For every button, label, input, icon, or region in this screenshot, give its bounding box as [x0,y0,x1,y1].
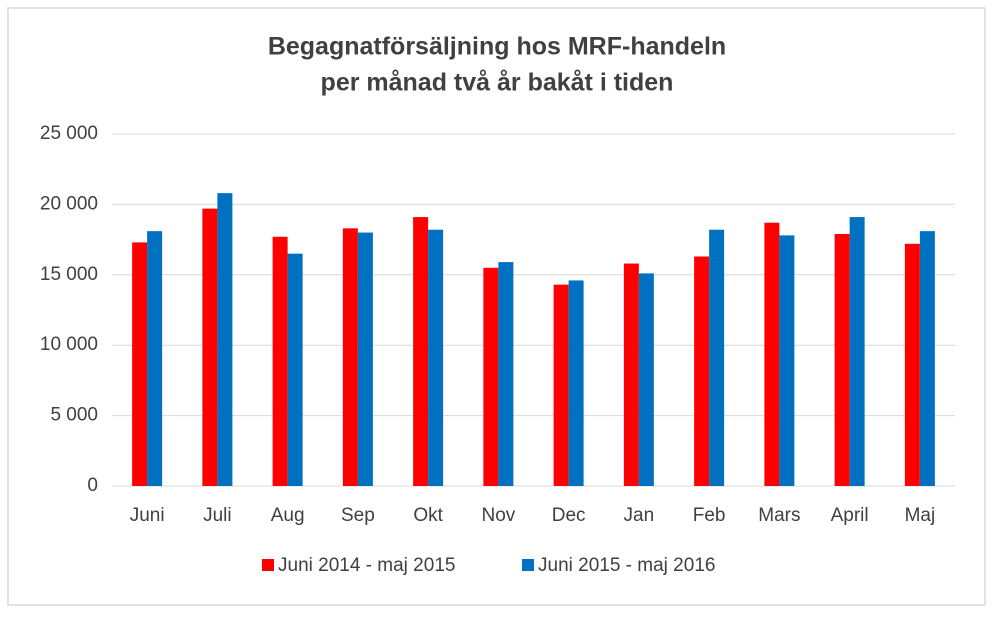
bar [553,284,569,486]
x-tick-label: Juli [203,505,232,526]
bar [849,217,865,486]
chart-title: Begagnatförsäljning hos MRF-handeln [268,33,726,61]
legend-swatch [262,559,274,571]
x-tick-label: Feb [693,505,726,526]
x-tick-label: Okt [413,505,443,526]
x-tick-label: Jan [624,505,655,526]
y-tick-label: 25 000 [40,123,98,144]
bar [568,280,584,486]
legend-label: Juni 2015 - maj 2016 [538,555,715,576]
bar [498,262,514,486]
x-tick-label: Mars [758,505,800,526]
bar [202,208,218,486]
x-tick-label: Dec [552,505,586,526]
y-tick-label: 0 [87,475,98,496]
bar [779,235,795,486]
bar [147,231,163,486]
x-tick-label: Maj [905,505,936,526]
bar [272,236,288,486]
legend-swatch [522,559,534,571]
bar [483,267,499,486]
x-tick-label: Nov [481,505,515,526]
bar [623,263,639,486]
y-tick-label: 20 000 [40,193,98,214]
bar [217,193,233,487]
y-tick-label: 15 000 [40,264,98,285]
bar [904,243,920,486]
x-tick-label: Aug [271,505,305,526]
x-tick-label: April [831,505,869,526]
y-tick-label: 10 000 [40,334,98,355]
legend-label: Juni 2014 - maj 2015 [278,555,455,576]
bar [287,253,303,486]
y-tick-label: 5 000 [50,405,98,426]
chart-title: per månad två år bakåt i tiden [321,69,674,97]
bar [413,217,429,486]
bar [357,232,373,486]
bar [709,229,725,486]
x-tick-label: Juni [130,505,165,526]
x-tick-label: Sep [341,505,375,526]
bar [638,273,654,486]
bar [428,229,444,486]
bar [834,233,850,486]
bar [694,256,710,486]
bar [132,242,148,486]
bar [764,222,780,487]
bar [342,228,358,486]
bar [919,231,935,486]
